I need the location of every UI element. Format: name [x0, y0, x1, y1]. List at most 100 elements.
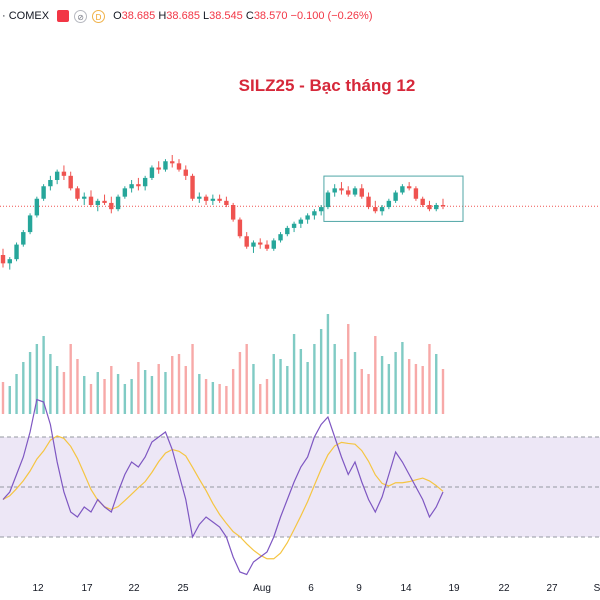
candle-body: [190, 175, 195, 199]
volume-bar: [62, 372, 66, 414]
candle-body: [48, 180, 53, 187]
candle-body: [156, 167, 161, 170]
candle-body: [373, 207, 378, 212]
volume-bar: [272, 354, 275, 414]
x-tick-label: 17: [81, 583, 93, 594]
close-label: C: [245, 10, 254, 22]
volume-bar: [286, 366, 289, 414]
x-tick-label: 6: [308, 583, 314, 594]
volume-bar: [1, 382, 5, 414]
eye-off-icon[interactable]: ⊘: [74, 9, 88, 23]
volume-bar: [435, 354, 438, 414]
candle-body: [318, 207, 324, 212]
x-tick-label: S: [593, 583, 600, 594]
candle-body: [54, 171, 60, 180]
volume-bar: [69, 344, 72, 414]
volume-bar: [22, 362, 25, 414]
candle-body: [427, 205, 432, 210]
candle-body: [14, 244, 19, 260]
volume-bar: [340, 359, 343, 414]
volume-bar: [137, 362, 140, 414]
candle-body: [352, 188, 358, 195]
volume-bar: [198, 374, 201, 414]
candle-body: [298, 219, 304, 224]
rsi-ma-line: [2, 435, 444, 560]
volume-bar: [441, 369, 445, 414]
candle-body: [21, 232, 26, 245]
volume-bar: [380, 356, 384, 414]
volume-bar: [225, 386, 228, 414]
high-value: 38.685: [166, 10, 200, 22]
volume-bar: [103, 379, 106, 414]
candle-body: [393, 192, 398, 201]
candle-body: [95, 200, 100, 205]
candle-body: [34, 198, 40, 216]
volume-bar: [204, 379, 208, 414]
candle-body: [109, 202, 114, 210]
candle-body: [285, 227, 290, 235]
volume-bar: [218, 384, 221, 414]
candle-body: [251, 242, 256, 247]
candle-body: [0, 255, 6, 264]
volume-bar: [347, 324, 350, 414]
volume-bar: [259, 384, 262, 414]
volume-bar: [116, 374, 120, 414]
candle-body: [176, 163, 182, 170]
chart-title: SILZ25 - Bạc tháng 12: [238, 76, 416, 95]
x-tick-label: 12: [32, 583, 44, 594]
open-label: O: [113, 10, 122, 22]
x-tick-label: 19: [448, 583, 460, 594]
volume-bar: [428, 344, 431, 414]
symbol-label[interactable]: · COMEX: [2, 10, 50, 22]
volume-bar: [292, 334, 296, 414]
candle-body: [170, 161, 175, 164]
volume-bar: [143, 370, 147, 414]
flag-icon[interactable]: [57, 10, 70, 22]
volume-bar: [279, 359, 282, 414]
volume-bar: [394, 352, 397, 414]
close-value: 38.570: [253, 10, 288, 22]
volume-bar: [15, 374, 18, 414]
candle-body: [264, 244, 270, 249]
candle-body: [7, 259, 12, 264]
candle-body: [230, 205, 236, 220]
candle-body: [237, 219, 243, 237]
candle-body: [149, 167, 155, 178]
candle-body: [68, 175, 73, 189]
volume-bar: [360, 369, 363, 414]
volume-bar: [231, 369, 235, 414]
candle-body: [413, 188, 419, 199]
volume-bar: [171, 356, 174, 414]
candle-body: [102, 200, 107, 203]
volume-bar: [123, 384, 127, 414]
candle-body: [203, 196, 209, 201]
x-tick-label: 9: [356, 583, 362, 594]
candle-body: [305, 215, 310, 220]
ohlc-readout: O38.685 H38.685 L38.545 C38.570 −0.100 (…: [113, 10, 372, 22]
volume-bar: [421, 366, 424, 414]
candle-body: [244, 236, 249, 247]
volume-bar: [96, 372, 99, 414]
candle-body: [434, 205, 439, 210]
volume-bar: [164, 372, 167, 414]
volume-bar: [211, 382, 215, 414]
candle-body: [440, 205, 446, 207]
candle-body: [115, 196, 121, 210]
x-tick-label: 22: [498, 583, 510, 594]
candle-body: [312, 211, 317, 216]
candle-body: [325, 192, 331, 208]
volume-bar: [367, 374, 370, 414]
volume-bar: [177, 354, 181, 414]
volume-bar: [76, 359, 79, 414]
dividend-badge[interactable]: D: [92, 9, 106, 23]
x-tick-label: Aug: [253, 583, 271, 594]
candle-body: [41, 186, 46, 199]
candle-body: [217, 198, 222, 201]
low-value: 38.545: [209, 10, 243, 22]
volume-bar: [353, 352, 357, 414]
candle-body: [339, 188, 344, 191]
volume-bar: [401, 342, 404, 414]
volume-bar: [83, 376, 86, 414]
volume-bar: [326, 314, 330, 414]
